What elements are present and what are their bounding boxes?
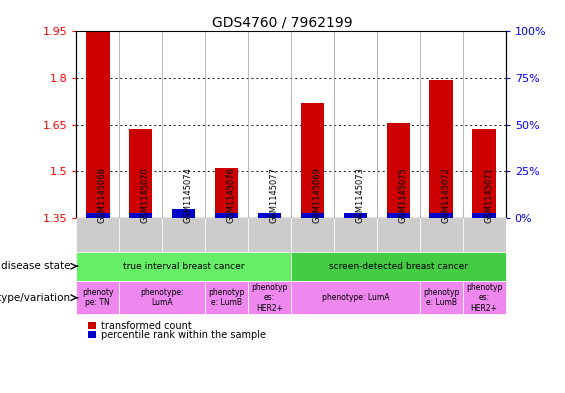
Bar <box>301 103 324 218</box>
Text: GSM1145071: GSM1145071 <box>484 167 493 223</box>
Text: GSM1145077: GSM1145077 <box>270 167 279 223</box>
Text: transformed count: transformed count <box>101 321 192 331</box>
Bar <box>463 218 506 252</box>
Bar <box>291 218 334 252</box>
Bar <box>86 31 110 218</box>
Text: phenotyp
es:
HER2+: phenotyp es: HER2+ <box>251 283 288 312</box>
Text: GSM1145068: GSM1145068 <box>98 167 107 223</box>
Bar <box>248 218 291 252</box>
Bar <box>344 213 367 218</box>
Bar <box>248 281 291 314</box>
Bar <box>420 218 463 252</box>
Text: screen-detected breast cancer: screen-detected breast cancer <box>329 262 468 271</box>
Bar <box>76 281 119 314</box>
Bar <box>215 168 238 218</box>
Bar <box>205 281 248 314</box>
Bar <box>386 213 410 218</box>
Bar <box>344 213 367 218</box>
Bar <box>172 209 195 218</box>
Bar <box>334 218 377 252</box>
Bar <box>129 129 153 218</box>
Bar <box>301 213 324 218</box>
Bar <box>291 252 506 281</box>
Bar <box>88 322 96 329</box>
Bar <box>463 281 506 314</box>
Bar <box>119 281 205 314</box>
Text: percentile rank within the sample: percentile rank within the sample <box>101 330 266 340</box>
Text: GSM1145072: GSM1145072 <box>441 167 450 223</box>
Text: phenotyp
e: LumB: phenotyp e: LumB <box>208 288 245 307</box>
Text: phenotyp
es:
HER2+: phenotyp es: HER2+ <box>466 283 502 312</box>
Bar <box>119 218 162 252</box>
Bar <box>429 80 453 218</box>
Bar <box>386 123 410 218</box>
Text: phenotyp
e: LumB: phenotyp e: LumB <box>423 288 459 307</box>
Text: phenoty
pe: TN: phenoty pe: TN <box>82 288 114 307</box>
Text: genotype/variation: genotype/variation <box>0 293 71 303</box>
Bar <box>291 281 420 314</box>
Bar <box>205 218 248 252</box>
Bar <box>472 129 496 218</box>
Bar <box>420 281 463 314</box>
Text: GSM1145069: GSM1145069 <box>312 167 321 223</box>
Bar <box>377 218 420 252</box>
Bar <box>86 213 110 218</box>
Bar <box>472 213 496 218</box>
Bar <box>88 331 96 338</box>
Text: phenotype: LumA: phenotype: LumA <box>321 293 389 302</box>
Text: GSM1145075: GSM1145075 <box>398 167 407 223</box>
Text: true interval breast cancer: true interval breast cancer <box>123 262 245 271</box>
Bar <box>162 218 205 252</box>
Bar <box>258 213 281 218</box>
Bar <box>129 213 153 218</box>
Bar <box>429 213 453 218</box>
Text: phenotype:
LumA: phenotype: LumA <box>141 288 184 307</box>
Text: GSM1145074: GSM1145074 <box>184 167 193 223</box>
Bar <box>76 218 119 252</box>
Text: GSM1145070: GSM1145070 <box>141 167 150 223</box>
Text: disease state: disease state <box>1 261 71 271</box>
Bar <box>258 213 281 218</box>
Text: GDS4760 / 7962199: GDS4760 / 7962199 <box>212 16 353 30</box>
Bar <box>215 213 238 218</box>
Bar <box>76 252 291 281</box>
Text: GSM1145076: GSM1145076 <box>227 167 236 223</box>
Text: GSM1145073: GSM1145073 <box>355 167 364 223</box>
